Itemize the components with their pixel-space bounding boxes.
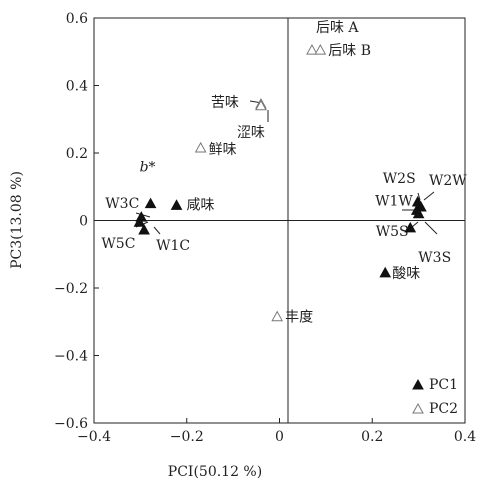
point-pc1 [133,216,146,227]
point-label: W2S [383,171,416,187]
y-axis-title: PC3(13.08 %) [9,171,25,269]
point-label: 咸味 [187,197,215,213]
point-pc2 [314,44,327,55]
y-tick-label: 0 [79,214,88,230]
x-axis-title: PCI(50.12 %) [168,464,262,480]
arrow-w2w [423,191,435,201]
point-pc1 [404,221,417,233]
x-tick-label: 0 [275,429,284,445]
axis-ticks: −0.4 −0.2 0 0.2 0.40.60.40.20−0.2−0.4−0.6 [54,11,476,445]
legend: PC1 PC2 [412,377,458,417]
point-label: W5S [376,224,409,240]
x-tick-label: 0.2 [361,429,383,445]
point-label: 丰度 [285,310,313,326]
arrow-w1c [153,226,161,235]
x-tick-label: 0.4 [454,429,476,445]
loading-arrows [135,100,438,235]
legend-marker-pc2 [412,402,424,414]
point-pc2 [271,310,284,322]
point-label: W2W [429,173,467,189]
y-tick-label: −0.2 [54,281,88,297]
point-label: 涩味 [237,125,265,141]
x-tick-label: −0.2 [170,429,204,445]
point-pc2 [194,141,207,153]
point-label: W3S [418,250,451,266]
point-label: 后味 B [328,43,371,59]
point-label: 苦味 [211,95,239,111]
arrow-w5s [411,221,419,228]
point-pc1 [170,199,183,210]
point-label: 鲜味 [209,142,237,158]
point-label: W5C [101,236,135,252]
point-label: b* [140,160,156,176]
arrow-w2s [417,192,421,201]
legend-label-pc2: PC2 [429,401,458,417]
point-label: W1W [375,193,413,209]
point-label: 后味 A [316,20,359,36]
y-tick-label: −0.4 [54,349,88,365]
point-label: 酸味 [392,266,420,282]
point-pc1 [144,197,157,209]
x-tick-label: −0.4 [77,429,111,445]
point-label: W3C [105,196,139,212]
point-pc2 [255,99,267,111]
legend-marker-pc1 [412,378,424,390]
y-tick-label: 0.6 [66,11,88,27]
arrow-w3s [424,221,438,235]
y-tick-label: 0.4 [66,79,88,95]
point-pc2 [306,44,318,55]
point-pc1 [138,223,150,235]
y-tick-label: −0.6 [54,416,88,432]
point-pc1 [379,266,392,278]
y-tick-label: 0.2 [66,146,88,162]
point-label: W1C [156,238,190,254]
legend-label-pc1: PC1 [429,377,458,393]
point-pc1 [412,207,425,219]
